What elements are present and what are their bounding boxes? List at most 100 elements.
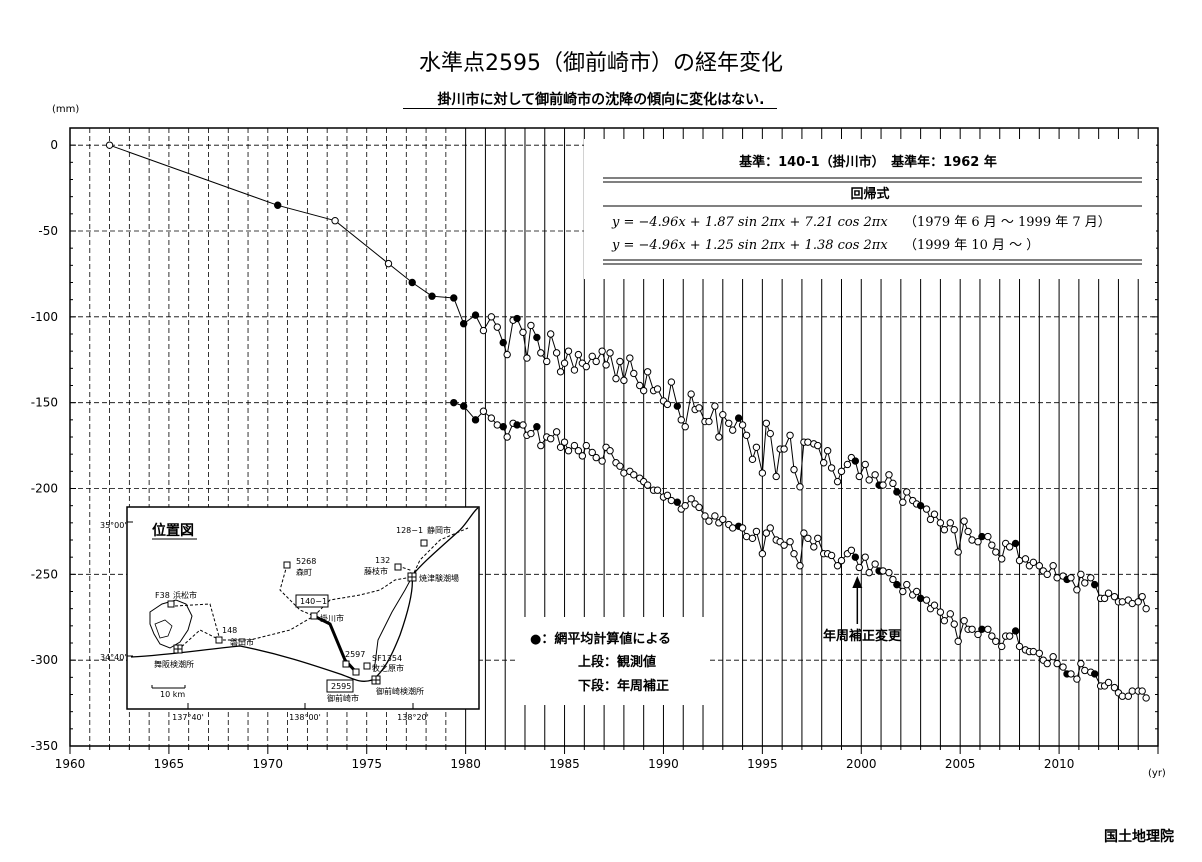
data-point-series-1 — [564, 347, 573, 355]
map-route — [174, 603, 221, 641]
data-point-series-1 — [814, 441, 822, 450]
data-point-series-1 — [1067, 574, 1075, 582]
data-point-series-1 — [968, 536, 976, 544]
data-point-series-1 — [893, 488, 901, 496]
data-point-series-1 — [823, 447, 832, 455]
data-point-series-2 — [950, 620, 958, 628]
data-point-series-1 — [616, 357, 624, 366]
map-label: 掛川市 — [320, 613, 344, 623]
data-point-series-1 — [384, 259, 393, 268]
data-point-series-2 — [780, 541, 788, 549]
data-point-series-1 — [819, 459, 828, 467]
data-point-series-2 — [499, 423, 507, 431]
data-point-series-1 — [752, 443, 761, 451]
data-point-series-1 — [428, 292, 436, 300]
data-point-series-1 — [984, 532, 992, 541]
data-point-series-1 — [1081, 579, 1089, 587]
data-point-series-1 — [663, 400, 672, 409]
data-point-series-1 — [855, 472, 863, 481]
data-point-series-1 — [1011, 539, 1020, 548]
data-point-series-1 — [780, 445, 788, 453]
data-point-series-2 — [1059, 663, 1067, 671]
data-point-series-2 — [487, 414, 496, 422]
map-label: 5268 — [296, 557, 316, 566]
map-route-solid — [373, 576, 413, 673]
data-point-series-2 — [527, 429, 535, 438]
data-point-series-1 — [653, 385, 662, 393]
map-lon-1: 137°40' — [172, 713, 204, 722]
data-point-series-1 — [546, 330, 555, 338]
data-point-series-2 — [588, 448, 596, 457]
subtitle-underline — [403, 108, 777, 109]
data-point-series-2 — [620, 469, 628, 477]
map-route-bold — [313, 614, 358, 674]
map-marker-148 — [215, 636, 223, 644]
data-point-series-2 — [493, 421, 501, 429]
data-point-series-1 — [974, 538, 982, 546]
data-point-series-2 — [1011, 627, 1020, 635]
data-point-series-1 — [450, 294, 458, 302]
data-point-series-2 — [673, 498, 682, 506]
data-point-series-1 — [851, 457, 860, 465]
y-tick-label: -100 — [31, 310, 58, 324]
map-label: 御前崎市 — [327, 693, 359, 703]
equation-1-period: （1979 年 6 月 ～ 1999 年 7 月） — [904, 215, 1111, 230]
map-frame — [126, 506, 480, 710]
data-point-series-2 — [643, 481, 652, 489]
data-point-series-1 — [527, 321, 535, 330]
data-point-series-1 — [889, 479, 897, 488]
data-point-series-2 — [546, 435, 555, 443]
annotation-label: 年周補正変更 — [823, 628, 902, 644]
map-label: 140−1 — [300, 597, 327, 606]
data-point-series-2 — [663, 491, 672, 500]
data-point-series-1 — [630, 369, 638, 378]
map-tide-station-yaizu — [407, 572, 417, 582]
map-coastline — [130, 507, 479, 682]
data-point-series-2 — [1138, 687, 1146, 695]
data-point-series-2 — [984, 625, 992, 633]
map-scale-label: 10 km — [160, 690, 185, 699]
equation-2: y = −4.96x + 1.25 sin 2πx + 1.38 cos 2πx — [611, 238, 888, 253]
data-point-series-1 — [667, 378, 676, 386]
data-point-series-2 — [814, 534, 822, 542]
data-point-series-1 — [274, 201, 282, 209]
data-point-series-2 — [847, 546, 856, 554]
data-point-series-1 — [533, 333, 541, 342]
map-label: SF1354 — [372, 654, 402, 663]
data-point-series-1 — [827, 464, 836, 472]
data-point-series-1 — [715, 433, 723, 441]
data-point-series-2 — [1015, 642, 1024, 651]
x-tick-label: 1995 — [747, 757, 778, 771]
map-tide-station-omaezaki — [371, 675, 381, 685]
data-point-series-2 — [479, 407, 488, 415]
map-marker-2595 — [352, 668, 360, 676]
data-point-series-1 — [513, 314, 521, 323]
data-point-series-1 — [1021, 555, 1030, 563]
data-point-series-1 — [552, 349, 561, 357]
map-label: 舞阪検潮所 — [154, 659, 194, 669]
data-point-series-1 — [602, 361, 610, 369]
map-label: 焼津験潮場 — [419, 573, 459, 583]
data-point-series-1 — [748, 455, 757, 464]
data-point-series-2 — [705, 517, 713, 525]
data-point-series-1 — [833, 477, 842, 486]
data-point-series-2 — [800, 529, 808, 537]
data-point-series-1 — [711, 402, 719, 410]
legend-line-1: ●：網平均計算値による — [530, 631, 671, 647]
data-point-series-2 — [912, 587, 921, 596]
data-point-series-2 — [974, 630, 982, 639]
data-point-series-2 — [936, 608, 945, 616]
data-point-series-2 — [471, 416, 480, 424]
data-point-series-1 — [1110, 592, 1119, 601]
data-point-series-1 — [865, 476, 873, 484]
data-point-series-2 — [570, 441, 579, 450]
data-point-series-1 — [885, 471, 893, 479]
data-point-series-2 — [738, 524, 747, 532]
data-point-series-1 — [537, 349, 545, 357]
data-point-series-1 — [620, 376, 628, 385]
data-point-series-2 — [758, 550, 767, 558]
data-point-series-1 — [758, 469, 767, 477]
equation-1: y = −4.96x + 1.87 sin 2πx + 7.21 cos 2πx — [611, 215, 888, 230]
data-point-series-2 — [748, 534, 757, 542]
